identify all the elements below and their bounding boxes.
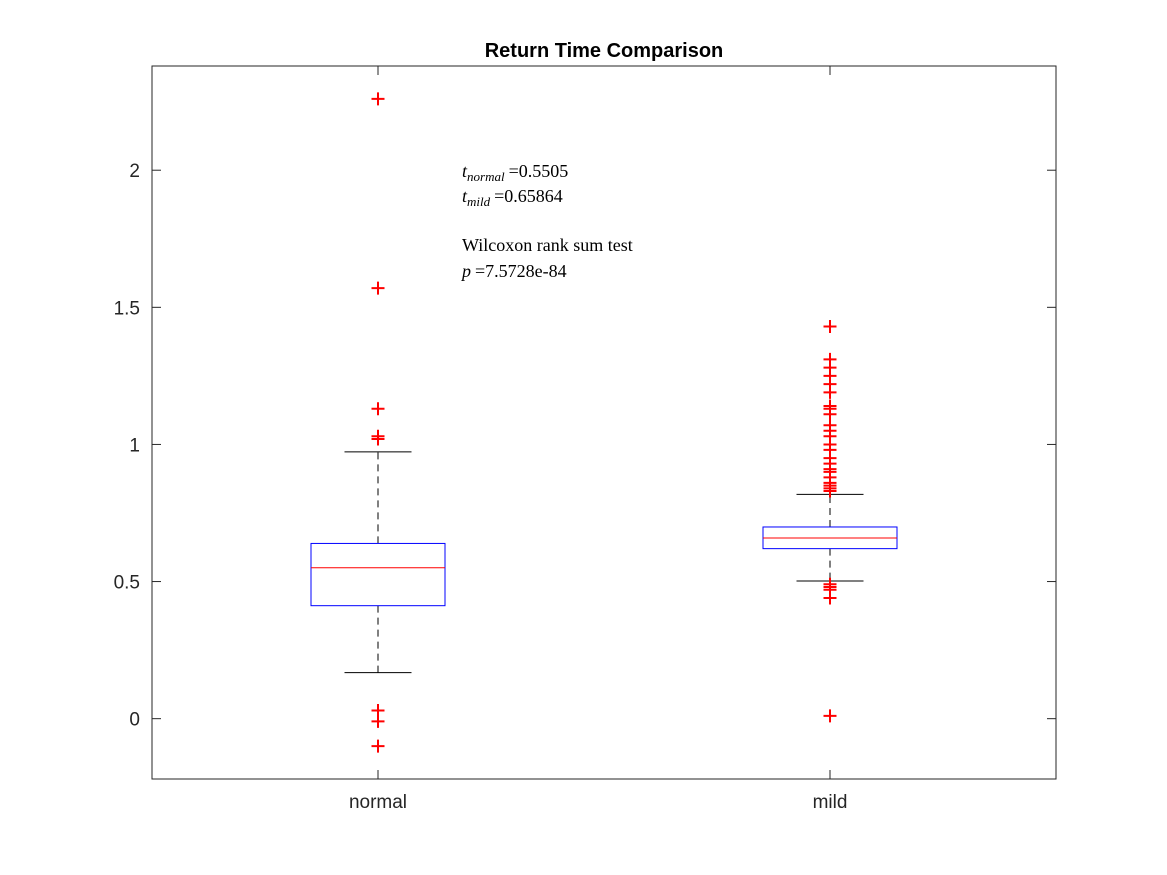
outlier-marker-normal xyxy=(371,714,385,728)
x-tick-label: normal xyxy=(349,792,407,813)
y-tick-label: 1 xyxy=(129,435,140,456)
p-value-annotation: p =7.5728e-84 xyxy=(460,261,567,281)
t-mild-value: =0.65864 xyxy=(494,186,563,206)
outlier-marker-normal xyxy=(371,281,385,295)
t-normal-value: =0.5505 xyxy=(509,161,569,181)
y-tick-label: 1.5 xyxy=(114,298,140,319)
outlier-marker-mild xyxy=(823,709,837,723)
statistics-annotation: tnormal =0.5505 tmild =0.65864 Wilcoxon ra… xyxy=(460,161,633,281)
outlier-marker-normal xyxy=(371,703,385,717)
t-normal-subscript: normal xyxy=(467,169,505,184)
outlier-marker-normal xyxy=(371,739,385,753)
t-normal-annotation: tnormal =0.5505 xyxy=(462,161,568,184)
outlier-marker-mild xyxy=(823,320,837,334)
test-name: Wilcoxon rank sum test xyxy=(462,235,633,255)
outlier-marker-mild xyxy=(823,484,837,498)
outlier-marker-mild xyxy=(823,407,837,421)
y-tick-label: 0 xyxy=(129,710,140,731)
t-mild-annotation: tmild =0.65864 xyxy=(462,186,563,209)
outlier-marker-mild xyxy=(823,591,837,605)
t-mild-subscript: mild xyxy=(467,194,491,209)
t-normal-symbol: t xyxy=(462,161,468,181)
chart-title: Return Time Comparison xyxy=(485,40,724,62)
outlier-marker-normal xyxy=(371,92,385,106)
y-tick-label: 0.5 xyxy=(114,573,140,594)
plot-area: 0 0.5 1 1.5 2 normal mild xyxy=(114,65,1057,813)
p-symbol: p xyxy=(460,261,471,281)
outlier-marker-normal xyxy=(371,432,385,446)
outlier-marker-mild xyxy=(823,385,837,399)
outlier-marker-normal xyxy=(371,402,385,416)
box-normal xyxy=(310,542,446,607)
x-tick-label: mild xyxy=(813,792,848,813)
y-tick-label: 2 xyxy=(129,161,140,182)
axes-box xyxy=(151,65,1057,780)
p-value: =7.5728e-84 xyxy=(475,261,567,281)
t-mild-symbol: t xyxy=(462,186,468,206)
